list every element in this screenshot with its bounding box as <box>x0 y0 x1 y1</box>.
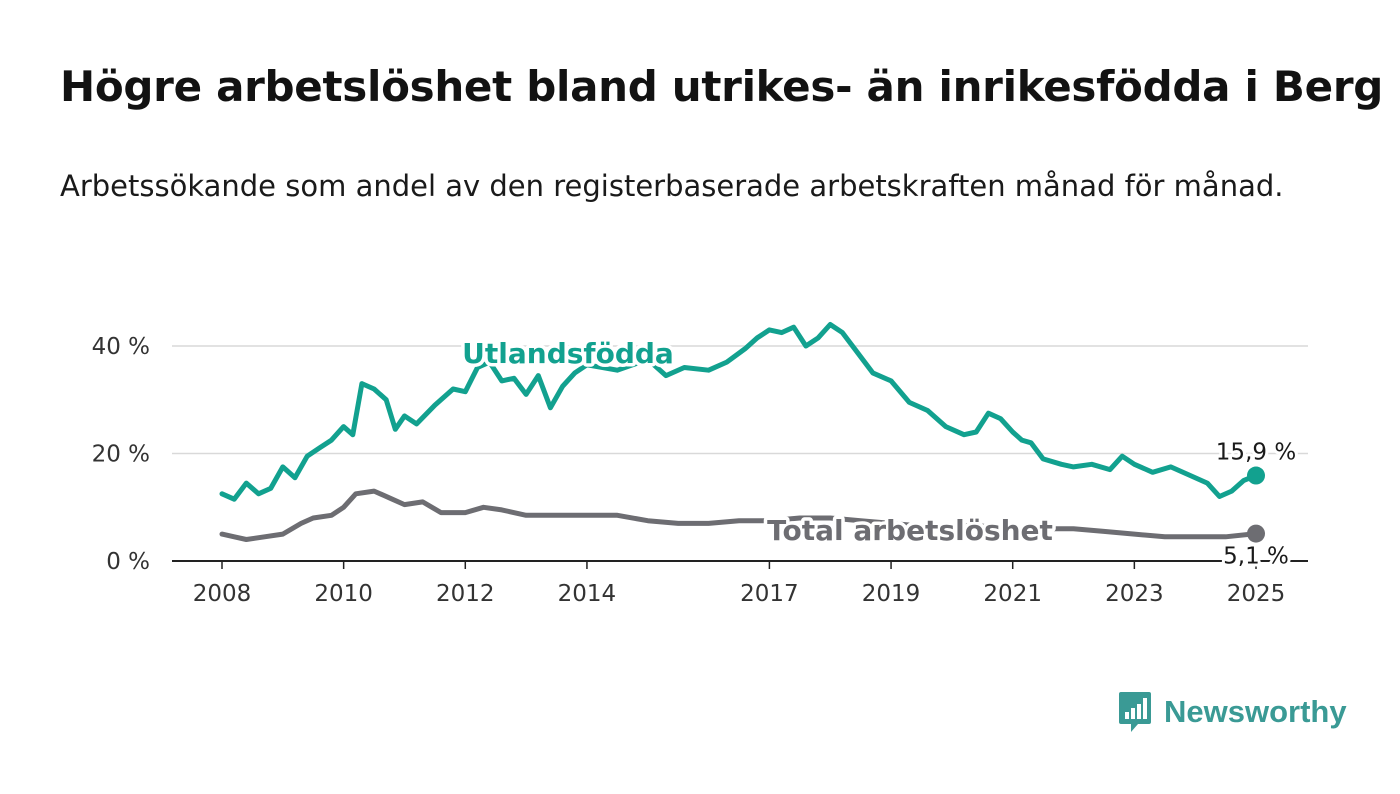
series-label-total-arbetslöshet: Total arbetslöshet <box>767 514 1053 547</box>
newsworthy-logo-icon <box>1119 692 1151 732</box>
x-tick-label: 2014 <box>558 581 617 607</box>
x-tick-label: 2019 <box>862 581 921 607</box>
x-tick-label: 2017 <box>740 581 799 607</box>
chart-subtitle: Arbetssökande som andel av den registerb… <box>60 169 1284 203</box>
x-axis: 2008 2010 2012 2014 2017 2019 2021 2023 2025 <box>193 561 1286 607</box>
series-lines <box>219 322 1259 542</box>
x-tick-label: 2012 <box>436 581 495 607</box>
y-axis: 0 % 20 % 40 % <box>92 334 150 575</box>
end-marker-utlandsfödda <box>1247 466 1265 485</box>
series-label-utlandsfödda: Utlandsfödda <box>462 337 674 370</box>
x-tick-label: 2025 <box>1227 581 1286 607</box>
chart-title: Högre arbetslöshet bland utrikes- än inr… <box>60 62 1383 111</box>
x-tick-label: 2023 <box>1105 581 1164 607</box>
brand-name: Newsworthy <box>1164 694 1347 729</box>
series-line-utlandsfödda <box>219 322 1259 502</box>
x-tick-label: 2010 <box>314 581 373 607</box>
brand: Newsworthy <box>1118 690 1347 734</box>
x-tick-label: 2021 <box>983 581 1042 607</box>
y-tick-label: 0 % <box>106 549 150 575</box>
end-markers: 15,9 % 5,1 % <box>1213 437 1299 573</box>
y-tick-label: 20 % <box>92 442 150 468</box>
y-tick-label: 40 % <box>92 334 150 360</box>
series-line-total-arbetslöshet <box>219 488 1259 542</box>
end-marker-total-arbetslöshet <box>1247 524 1265 543</box>
gridlines <box>172 345 1308 562</box>
end-value-label-total-arbetslöshet: 5,1 % <box>1223 544 1289 570</box>
end-value-label-utlandsfödda: 15,9 % <box>1216 440 1296 466</box>
x-tick-label: 2008 <box>193 581 252 607</box>
series-labels: Utlandsfödda Total arbetslöshet <box>459 334 1057 551</box>
